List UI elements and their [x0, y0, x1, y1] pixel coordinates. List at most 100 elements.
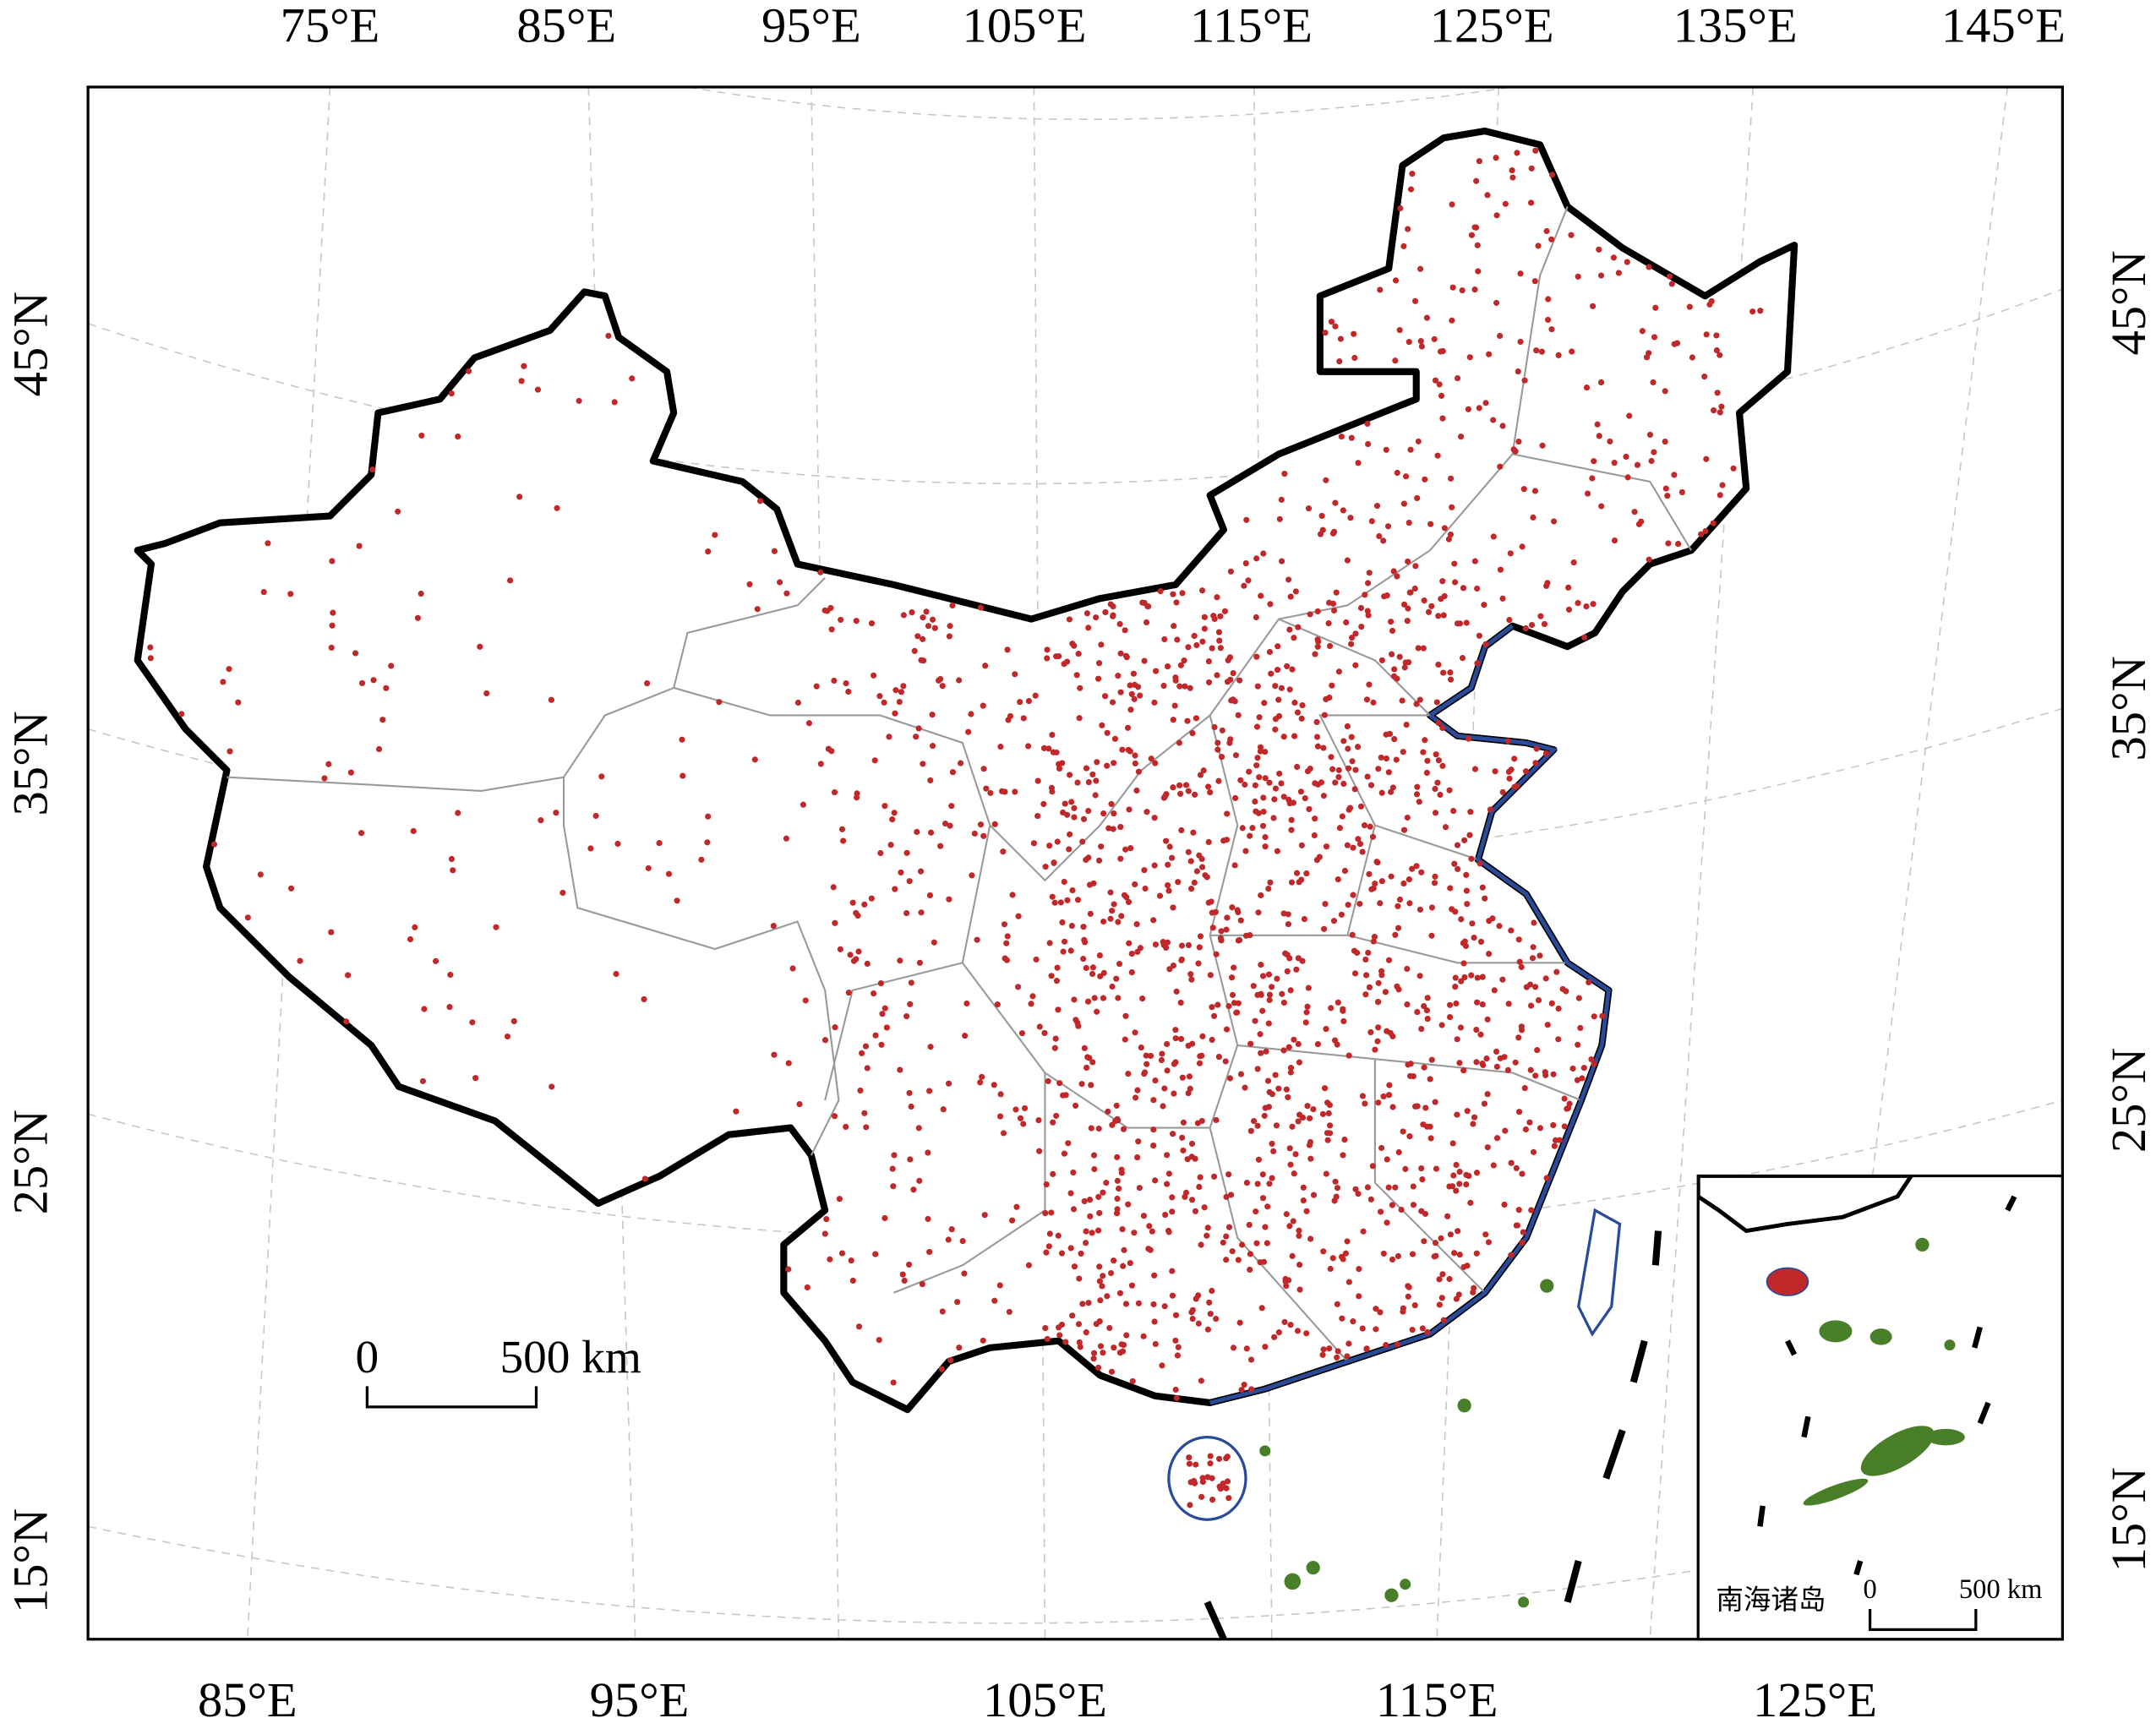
station	[1392, 931, 1399, 938]
station	[645, 864, 652, 871]
station	[1036, 1148, 1043, 1154]
station	[838, 1250, 846, 1257]
station	[1122, 652, 1130, 659]
station	[872, 1251, 879, 1257]
station	[1276, 770, 1283, 777]
station	[1141, 657, 1148, 664]
station	[1166, 843, 1173, 850]
station	[1274, 848, 1280, 854]
station	[1329, 530, 1337, 537]
station	[1263, 1048, 1269, 1055]
station	[1000, 1130, 1007, 1137]
station	[1559, 985, 1566, 992]
station	[1213, 1116, 1220, 1124]
station	[991, 1082, 997, 1088]
station	[1134, 1154, 1141, 1161]
station	[1532, 147, 1539, 154]
station	[1651, 334, 1658, 341]
station	[1291, 635, 1297, 641]
station	[1051, 1044, 1058, 1051]
station	[1596, 246, 1602, 253]
station	[244, 914, 251, 921]
station	[1271, 1334, 1278, 1340]
station	[1352, 630, 1359, 637]
station	[1569, 1065, 1576, 1072]
station	[1378, 754, 1384, 761]
station	[1307, 1235, 1314, 1242]
station	[1132, 752, 1138, 759]
station	[1326, 1122, 1334, 1129]
station	[1108, 1368, 1116, 1375]
station	[947, 822, 953, 829]
station	[1477, 938, 1485, 946]
station	[1445, 536, 1453, 543]
station	[1347, 515, 1354, 521]
station	[891, 810, 898, 816]
station	[1392, 357, 1399, 364]
station	[830, 884, 837, 891]
station	[455, 433, 461, 440]
station	[917, 868, 925, 875]
station	[1179, 1134, 1186, 1141]
station	[1096, 952, 1103, 959]
station	[1701, 374, 1708, 380]
station	[1310, 1192, 1318, 1198]
island	[1860, 1426, 1935, 1476]
station	[1331, 607, 1338, 614]
station	[1533, 745, 1540, 752]
station	[1490, 1162, 1497, 1169]
station	[1419, 1325, 1426, 1332]
station	[1262, 843, 1269, 850]
station	[1058, 1321, 1066, 1328]
station	[1550, 1121, 1557, 1129]
station	[235, 699, 242, 706]
station	[771, 548, 778, 554]
station	[963, 1000, 970, 1007]
station	[1424, 1328, 1431, 1336]
station	[1076, 1275, 1083, 1282]
station	[879, 1011, 886, 1017]
station	[1283, 1086, 1290, 1093]
station	[1490, 417, 1497, 423]
station	[1025, 1262, 1032, 1268]
station	[1266, 991, 1274, 998]
station	[1094, 1008, 1100, 1015]
station	[1400, 826, 1408, 833]
station	[1424, 995, 1431, 1001]
station	[1295, 1040, 1302, 1048]
station	[1325, 1110, 1332, 1117]
station	[1021, 1104, 1029, 1112]
station	[1432, 377, 1439, 384]
station	[1131, 695, 1138, 702]
station	[1548, 1000, 1555, 1006]
station	[1502, 200, 1509, 207]
station	[1077, 685, 1083, 691]
station	[1464, 1108, 1471, 1115]
station	[1344, 842, 1351, 848]
station	[935, 677, 942, 684]
station	[1344, 557, 1351, 564]
station	[1422, 737, 1428, 744]
station	[898, 689, 905, 695]
station	[1198, 1117, 1205, 1124]
station	[1046, 940, 1053, 946]
station	[853, 794, 860, 801]
station	[1412, 563, 1419, 570]
station	[1230, 1344, 1237, 1351]
station	[1510, 446, 1517, 453]
station	[1225, 1171, 1232, 1178]
station	[1219, 727, 1225, 734]
station	[1165, 1170, 1172, 1177]
station	[1287, 1161, 1294, 1168]
station	[1193, 868, 1200, 875]
station	[328, 929, 335, 935]
station	[1320, 1248, 1327, 1255]
island	[1540, 1279, 1554, 1293]
station	[1686, 303, 1693, 310]
station	[1041, 1029, 1048, 1037]
station	[1373, 502, 1381, 510]
station	[746, 581, 753, 588]
station	[1150, 917, 1157, 924]
station	[804, 1284, 811, 1291]
station	[1260, 1258, 1268, 1265]
